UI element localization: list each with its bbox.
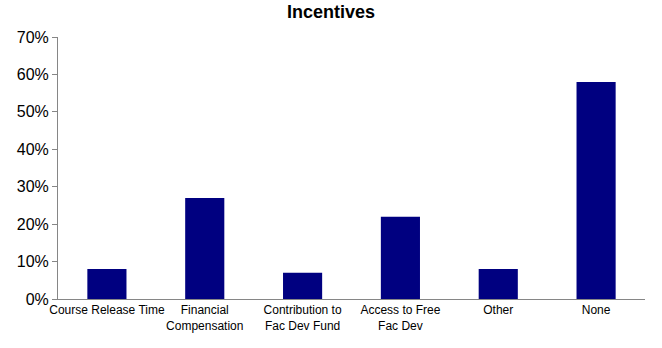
svg-text:Course Release Time: Course Release Time: [49, 303, 165, 317]
svg-text:60%: 60%: [17, 66, 49, 83]
svg-text:None: None: [582, 303, 611, 317]
svg-text:FinancialCompensation: FinancialCompensation: [166, 303, 243, 333]
svg-text:70%: 70%: [17, 29, 49, 46]
svg-text:Access to FreeFac Dev: Access to FreeFac Dev: [360, 303, 440, 333]
svg-text:0%: 0%: [26, 291, 49, 308]
svg-text:Other: Other: [483, 303, 513, 317]
svg-text:40%: 40%: [17, 141, 49, 158]
svg-text:50%: 50%: [17, 103, 49, 120]
svg-text:30%: 30%: [17, 178, 49, 195]
svg-text:20%: 20%: [17, 216, 49, 233]
svg-text:Incentives: Incentives: [287, 2, 375, 22]
svg-text:Contribution toFac Dev Fund: Contribution toFac Dev Fund: [264, 303, 342, 333]
svg-text:10%: 10%: [17, 253, 49, 270]
